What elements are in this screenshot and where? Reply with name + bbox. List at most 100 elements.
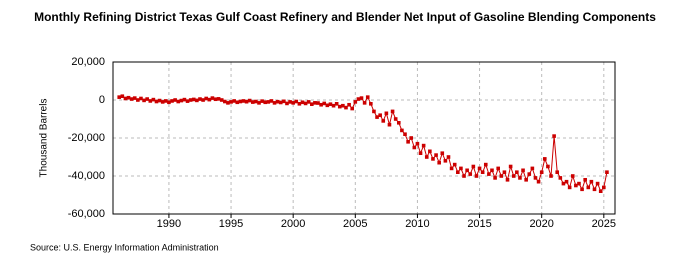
data-point xyxy=(443,159,448,163)
plot-frame xyxy=(112,61,616,215)
data-point xyxy=(555,170,560,174)
data-point xyxy=(254,99,258,104)
data-point xyxy=(272,101,277,105)
data-point xyxy=(350,106,354,111)
x-tick-label: 2005 xyxy=(343,218,367,230)
data-point xyxy=(378,113,382,117)
data-point xyxy=(136,98,140,102)
data-point xyxy=(542,157,547,161)
data-point xyxy=(393,117,398,121)
data-point xyxy=(598,189,603,193)
x-tick-label: 2020 xyxy=(529,218,553,230)
data-point xyxy=(574,183,578,188)
data-point xyxy=(185,99,190,103)
data-point xyxy=(139,96,143,101)
data-point xyxy=(415,141,420,146)
data-point xyxy=(465,168,469,173)
data-point xyxy=(142,98,146,103)
data-point xyxy=(477,166,482,171)
data-point xyxy=(201,98,205,102)
data-point xyxy=(396,121,401,125)
data-point xyxy=(179,98,184,103)
data-point xyxy=(238,99,243,104)
data-point xyxy=(511,174,516,178)
data-point xyxy=(319,102,323,107)
data-point xyxy=(322,101,327,106)
data-point xyxy=(490,168,494,173)
y-tick-label: 20,000 xyxy=(71,56,105,68)
data-point xyxy=(285,101,289,106)
data-point xyxy=(536,179,541,184)
data-point xyxy=(406,140,410,144)
data-point xyxy=(188,98,193,102)
data-point xyxy=(334,102,339,106)
data-point xyxy=(515,170,519,174)
data-point xyxy=(164,99,168,103)
data-point xyxy=(605,170,609,174)
data-point xyxy=(468,172,473,176)
data-point xyxy=(421,143,426,148)
data-point xyxy=(148,99,153,103)
data-point xyxy=(216,97,221,101)
data-point xyxy=(263,100,268,105)
data-point xyxy=(232,99,236,103)
data-point xyxy=(278,100,283,105)
data-point xyxy=(316,101,320,105)
data-point xyxy=(341,103,345,108)
data-point xyxy=(459,166,463,171)
data-point xyxy=(390,109,395,114)
data-point xyxy=(505,178,510,182)
data-point xyxy=(204,96,208,101)
x-tick-label: 1995 xyxy=(219,218,243,230)
data-point xyxy=(282,99,286,104)
data-point xyxy=(170,99,174,103)
data-point xyxy=(120,94,125,98)
data-point xyxy=(533,176,538,180)
data-point xyxy=(154,99,159,104)
data-point xyxy=(381,119,386,123)
data-point xyxy=(310,102,314,106)
data-point xyxy=(126,95,131,100)
data-point xyxy=(300,100,305,105)
chart-title: Monthly Refining District Texas Gulf Coa… xyxy=(34,10,656,24)
data-point xyxy=(539,170,544,174)
data-point xyxy=(182,97,187,102)
data-point xyxy=(499,174,504,178)
data-point xyxy=(288,100,292,104)
data-point xyxy=(207,97,212,102)
data-point xyxy=(328,102,333,106)
data-point xyxy=(123,96,128,101)
data-point xyxy=(198,97,202,101)
data-point xyxy=(213,97,218,102)
data-point xyxy=(269,99,274,103)
data-point xyxy=(462,174,466,178)
data-point xyxy=(412,145,417,150)
data-point xyxy=(524,178,528,182)
x-tick-label: 2015 xyxy=(467,218,491,230)
data-point xyxy=(471,164,476,169)
data-point xyxy=(294,99,299,104)
data-point xyxy=(456,170,460,174)
data-point xyxy=(353,100,358,104)
data-point xyxy=(229,100,233,104)
data-point xyxy=(418,151,423,155)
data-point xyxy=(176,99,181,104)
data-point xyxy=(483,162,488,167)
data-point xyxy=(362,101,367,105)
data-point xyxy=(580,187,584,192)
data-point xyxy=(275,99,280,104)
data-point xyxy=(508,164,513,169)
data-point xyxy=(493,176,497,180)
data-point xyxy=(530,166,535,171)
data-point xyxy=(369,102,373,106)
data-point xyxy=(431,157,435,161)
data-point xyxy=(313,101,317,105)
y-tick-label: -60,000 xyxy=(68,208,105,220)
data-point xyxy=(160,100,165,104)
data-point xyxy=(191,97,196,102)
data-point xyxy=(552,134,556,138)
data-point xyxy=(235,100,240,105)
data-point xyxy=(375,115,379,119)
data-point xyxy=(561,181,566,186)
